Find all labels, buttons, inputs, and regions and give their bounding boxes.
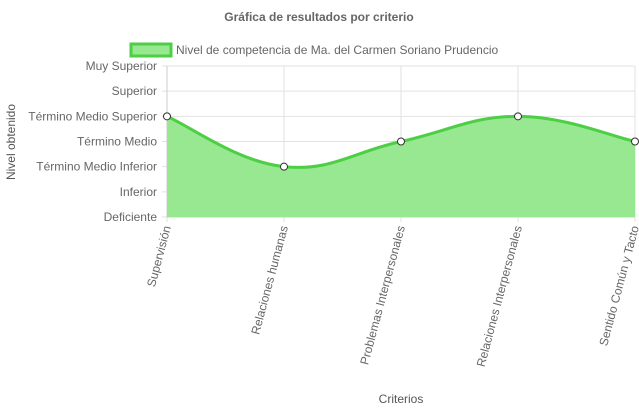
y-tick-label: Término Medio Superior [28, 109, 157, 123]
y-axis-ticks: Deficiente Inferior Término Medio Inferior… [28, 59, 157, 224]
y-tick-label: Superior [112, 84, 157, 98]
series-layer [163, 112, 639, 217]
data-point[interactable] [397, 137, 405, 146]
x-tick-label: Supervisión [144, 224, 174, 288]
y-tick-label: Término Medio [77, 135, 157, 149]
x-tick-label: Sentido Común y Tacto [596, 224, 639, 348]
y-tick-label: Deficiente [104, 210, 158, 224]
data-point[interactable] [631, 137, 639, 146]
data-point[interactable] [280, 162, 288, 171]
legend-label[interactable]: Nivel de competencia de Ma. del Carmen S… [176, 43, 498, 57]
data-point[interactable] [514, 112, 522, 121]
series-area [167, 116, 635, 217]
x-axis-title: Criterios [379, 392, 424, 406]
y-tick-label: Inferior [120, 185, 157, 199]
y-tick-label: Término Medio Inferior [36, 160, 157, 174]
legend-swatch[interactable] [129, 42, 173, 58]
chart-title: Gráfica de resultados por criterio [224, 10, 413, 24]
x-tick-label: Problemas Interpersonales [357, 224, 408, 366]
x-axis-ticks: Supervisión Relaciones humanas Problemas I… [144, 224, 639, 368]
x-tick-label: Relaciones humanas [248, 224, 291, 336]
y-tick-label: Muy Superior [86, 59, 157, 73]
y-axis-title: Nivel obtenido [4, 104, 18, 180]
x-tick-label: Relaciones Interpersonales [474, 224, 525, 368]
data-point[interactable] [163, 112, 171, 121]
legend[interactable]: Nivel de competencia de Ma. del Carmen S… [129, 42, 498, 58]
